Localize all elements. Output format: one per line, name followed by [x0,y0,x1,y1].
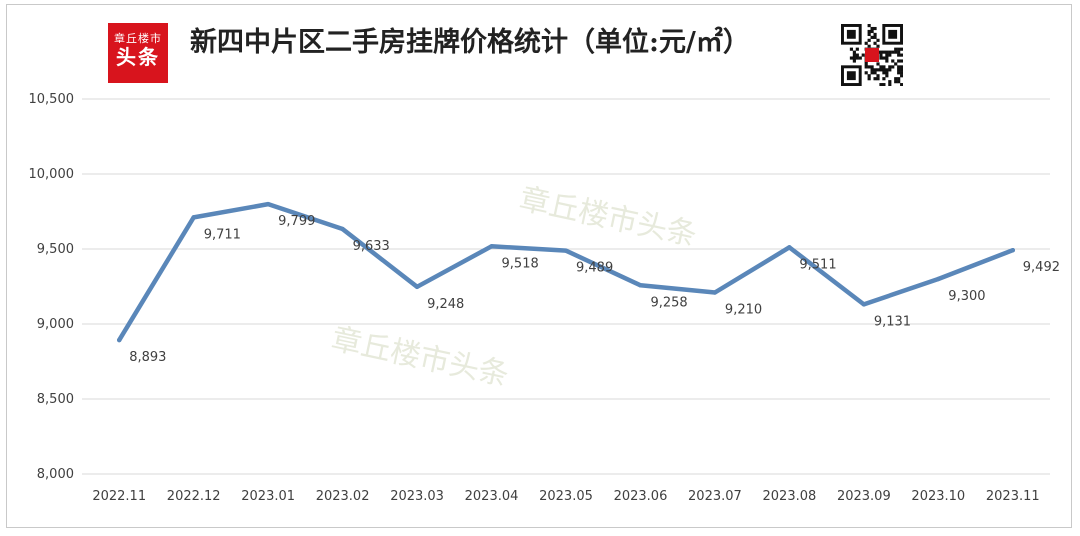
data-label: 9,711 [204,227,241,242]
data-point [265,201,271,207]
data-label: 9,633 [353,239,390,254]
y-tick-label: 9,000 [37,317,74,332]
data-label: 9,248 [427,297,464,312]
y-tick-label: 10,000 [29,167,75,182]
data-label: 9,492 [1023,260,1060,275]
data-point [117,337,122,343]
x-tick-label: 2023.03 [390,489,444,504]
data-label: 9,518 [502,256,539,271]
qr-center-logo [865,48,879,62]
data-point [340,226,345,232]
x-tick-label: 2023.06 [614,489,668,504]
data-label: 9,258 [650,295,687,310]
qr-code-icon [841,24,903,86]
y-tick-label: 10,500 [29,92,75,107]
x-tick-label: 2023.11 [986,489,1040,504]
logo-line1: 章丘楼市 [114,32,162,45]
x-tick-label: 2023.01 [241,489,295,504]
y-tick-label: 8,500 [37,392,74,407]
data-point [489,244,494,249]
chart-frame [6,4,1072,528]
x-tick-label: 2022.11 [92,489,146,504]
x-tick-label: 2022.12 [167,489,221,504]
data-label: 9,511 [799,257,836,272]
x-tick-label: 2023.05 [539,489,593,504]
x-tick-label: 2023.10 [911,489,965,504]
data-point [712,290,718,295]
data-label: 9,300 [948,289,985,304]
x-tick-label: 2023.02 [316,489,370,504]
brand-logo: 章丘楼市 头条 [108,23,168,83]
data-label: 8,893 [129,350,166,365]
data-point [861,302,867,307]
x-tick-label: 2023.09 [837,489,891,504]
data-point [1010,248,1015,253]
y-tick-label: 9,500 [37,242,74,257]
x-tick-label: 2023.04 [465,489,519,504]
data-point [787,245,792,250]
data-label: 9,210 [725,303,762,318]
data-point [638,283,643,288]
data-point [936,276,941,282]
y-tick-label: 8,000 [37,467,74,482]
logo-line2: 头条 [116,45,160,69]
watermark-text: 章丘楼市头条 [328,322,511,394]
chart-title: 新四中片区二手房挂牌价格统计（单位:元/㎡） [190,27,750,58]
data-label: 9,799 [278,214,315,229]
data-label: 9,131 [874,314,911,329]
data-point [563,248,569,253]
x-tick-label: 2023.08 [763,489,817,504]
data-label: 9,489 [576,261,613,276]
data-point [191,215,196,220]
data-point [414,284,420,289]
watermark-text: 章丘楼市头条 [516,182,699,254]
x-tick-label: 2023.07 [688,489,742,504]
